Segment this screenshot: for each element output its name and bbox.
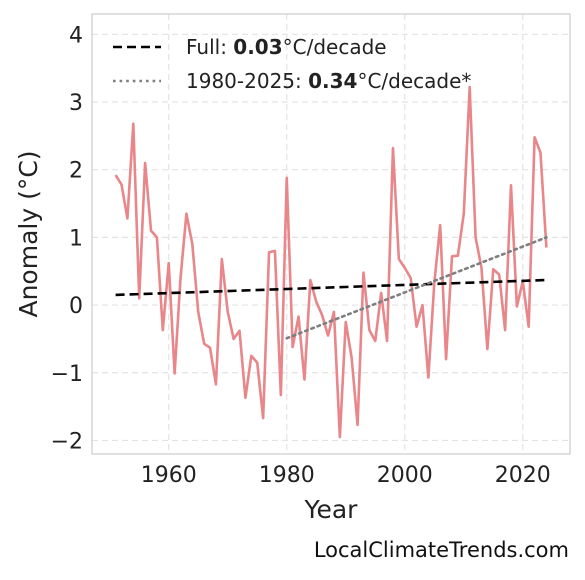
x-tick-label: 1980 xyxy=(259,463,315,488)
legend-recent-value: 0.34 xyxy=(308,69,357,93)
y-tick-label: −2 xyxy=(51,429,83,454)
y-tick-label: 2 xyxy=(69,159,83,184)
y-tick-label: 0 xyxy=(69,294,83,319)
x-tick-label: 1960 xyxy=(141,463,197,488)
legend-label-full: Full: 0.03°C/decade xyxy=(186,35,387,59)
y-tick-label: 3 xyxy=(69,91,83,116)
legend-label-recent: 1980-2025: 0.34°C/decade* xyxy=(186,69,471,93)
y-tick-label: 1 xyxy=(69,226,83,251)
x-tick-label: 2020 xyxy=(495,463,551,488)
y-tick-label: 4 xyxy=(69,23,83,48)
legend-recent-suffix: °C/decade* xyxy=(357,69,471,93)
anomaly-line xyxy=(114,85,548,439)
legend-full-value: 0.03 xyxy=(233,35,282,59)
source-watermark: LocalClimateTrends.com xyxy=(313,538,569,562)
legend: Full: 0.03°C/decade 1980-2025: 0.34°C/de… xyxy=(113,35,471,93)
plot-frame xyxy=(91,13,571,455)
recent-trend-line xyxy=(285,236,548,340)
y-axis-label: Anomaly (°C) xyxy=(14,150,43,317)
legend-full-suffix: °C/decade xyxy=(283,35,387,59)
x-tick-label: 2000 xyxy=(377,463,433,488)
full-trend-line xyxy=(115,278,547,297)
tick-labels: 1960 1980 2000 2020 −2 −1 0 1 2 3 4 xyxy=(51,23,551,488)
x-axis-label: Year xyxy=(304,495,359,524)
legend-full-prefix: Full: xyxy=(186,35,233,59)
series-group xyxy=(114,85,548,439)
legend-recent-prefix: 1980-2025: xyxy=(186,69,308,93)
grid xyxy=(92,14,570,454)
y-tick-label: −1 xyxy=(51,362,83,387)
